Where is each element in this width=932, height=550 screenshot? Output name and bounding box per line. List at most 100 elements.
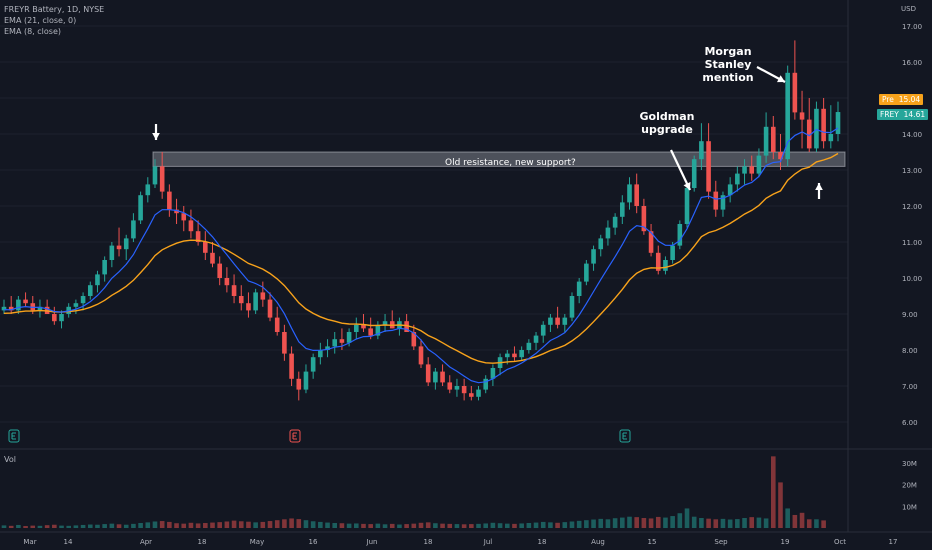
price-tick-label: 12.00 — [902, 203, 922, 211]
volume-bar — [699, 518, 704, 528]
time-tick-label: Mar — [23, 538, 36, 546]
candle-body — [296, 378, 302, 390]
volume-bar — [440, 523, 445, 528]
candle-body — [282, 332, 287, 354]
candle-body — [253, 292, 258, 311]
volume-bar — [814, 519, 819, 528]
volume-bar — [648, 518, 654, 528]
candle-body — [469, 393, 474, 397]
premarket-tag: Pre 15.04 — [879, 94, 924, 105]
time-tick-label: 15 — [648, 538, 657, 546]
earnings-marker — [619, 429, 631, 443]
candle-body — [670, 245, 675, 260]
candle-body — [123, 238, 129, 250]
morgan-line-2: Stanley — [704, 58, 752, 71]
candle-body — [634, 184, 639, 206]
price-tick-label: 13.00 — [902, 167, 922, 175]
volume-bar — [339, 523, 345, 528]
volume-bar — [282, 519, 287, 528]
volume-bar — [217, 522, 222, 528]
volume-bar — [253, 522, 258, 528]
time-tick-label: 16 — [309, 538, 318, 546]
volume-bar — [526, 523, 532, 528]
candle-body — [641, 206, 647, 232]
volume-bar — [634, 517, 639, 528]
candle-body — [526, 342, 532, 350]
candle-body — [655, 252, 661, 271]
candle-body — [325, 346, 330, 350]
candle-body — [447, 382, 453, 390]
candle-body — [109, 245, 115, 260]
volume-axis: 30M 20M 10M — [902, 460, 917, 511]
candlesticks — [1, 40, 841, 401]
price-tick-label: 7.00 — [902, 383, 918, 391]
volume-bar — [238, 521, 244, 528]
price-tick-label: 14.00 — [902, 131, 922, 139]
volume-bar — [562, 522, 568, 528]
volume-bar — [735, 519, 740, 528]
volume-bar — [749, 517, 755, 528]
candle-body — [598, 238, 604, 250]
candle-body — [792, 72, 798, 113]
candle-body — [677, 224, 683, 246]
candle-body — [548, 317, 553, 325]
candle-body — [95, 274, 100, 286]
volume-bar — [116, 524, 122, 528]
volume-bar — [584, 520, 589, 528]
support-band — [152, 151, 846, 167]
candle-body — [404, 321, 409, 332]
price-tick-label: 9.00 — [902, 311, 918, 319]
currency-unit: USD — [901, 5, 916, 13]
last-price-tag: FREY 14.61 — [877, 109, 929, 120]
candle-body — [663, 260, 668, 271]
volume-bar — [663, 517, 668, 528]
time-tick-label: 17 — [889, 538, 898, 546]
candle-body — [361, 324, 366, 329]
candle-body — [318, 350, 323, 358]
earnings-marker — [8, 429, 20, 443]
volume-bar — [612, 518, 618, 528]
candle-body — [727, 184, 733, 196]
down-arrow-icon — [152, 124, 160, 140]
goldman-line-2: upgrade — [641, 123, 693, 136]
candle-body — [770, 126, 776, 152]
volume-bar — [641, 518, 647, 528]
candle-body — [720, 195, 726, 210]
candle-body — [145, 184, 151, 196]
candle-body — [87, 285, 93, 296]
volume-bar — [576, 520, 582, 528]
volume-bar — [188, 522, 194, 528]
candle-body — [152, 166, 158, 185]
time-tick-label: Sep — [714, 538, 728, 546]
time-tick-label: Oct — [834, 538, 846, 546]
ema21-legend: EMA (21, close, 0) — [4, 16, 77, 25]
volume-bar — [368, 524, 373, 528]
candle-body — [814, 108, 819, 149]
candle-body — [605, 227, 611, 239]
volume-bar — [569, 521, 575, 528]
time-tick-label: Apr — [140, 538, 152, 546]
candle-body — [533, 335, 539, 343]
volume-bar — [497, 523, 503, 528]
candle-body — [188, 220, 194, 232]
volume-bar — [131, 523, 136, 528]
candle-body — [461, 386, 467, 394]
annotation-arrows — [152, 66, 823, 199]
premarket-label: Pre — [882, 95, 894, 104]
candle-body — [217, 263, 222, 278]
candle-body — [382, 321, 388, 325]
volume-bar — [433, 523, 438, 528]
candle-body — [310, 357, 316, 372]
volume-bar — [591, 519, 596, 528]
candle-body — [411, 332, 417, 347]
volume-bar — [670, 516, 675, 528]
volume-bar — [102, 524, 107, 528]
candle-body — [37, 306, 43, 311]
candle-body — [52, 314, 57, 322]
volume-bar — [756, 517, 762, 528]
volume-bar — [195, 523, 201, 528]
volume-bar — [289, 518, 294, 528]
time-tick-label: May — [250, 538, 264, 546]
candle-body — [519, 350, 524, 358]
